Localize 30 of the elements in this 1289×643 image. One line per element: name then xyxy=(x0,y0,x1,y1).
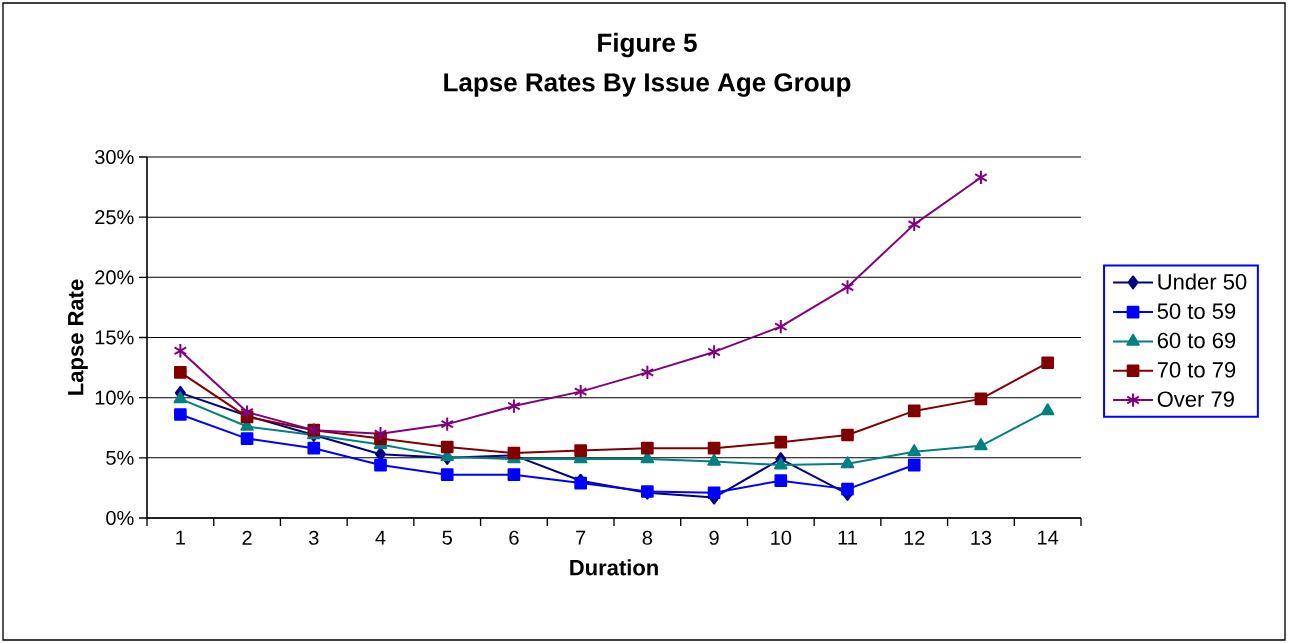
x-tick-label: 5 xyxy=(442,530,452,545)
x-tick-label: 4 xyxy=(375,530,386,545)
x-tick-label: 11 xyxy=(838,530,857,545)
x-tick-label: 2 xyxy=(242,530,252,545)
x-tick-label: 7 xyxy=(576,530,586,545)
x-tick-label: 9 xyxy=(709,530,719,545)
x-tick-label: 1 xyxy=(176,530,185,545)
legend-label: 60 to 69 xyxy=(1157,332,1236,349)
y-axis-title: Lapse Rate xyxy=(68,279,88,395)
y-tick-label: 0% xyxy=(106,510,134,526)
x-tick-label: 10 xyxy=(771,530,792,545)
legend-label: Under 50 xyxy=(1158,273,1247,290)
legend-label: Over 79 xyxy=(1157,391,1234,407)
y-tick-label: 15% xyxy=(95,330,134,345)
y-tick-label: 10% xyxy=(95,390,134,405)
x-tick-label: 8 xyxy=(642,530,653,545)
y-tick-label: 30% xyxy=(95,149,134,165)
x-axis-title: Duration xyxy=(570,559,658,576)
x-tick-label: 12 xyxy=(904,530,925,545)
y-tick-label: 20% xyxy=(95,270,134,285)
x-tick-label: 14 xyxy=(1038,530,1059,545)
x-tick-label: 6 xyxy=(509,530,519,545)
y-tick-label: 25% xyxy=(95,210,134,225)
legend-label: 50 to 59 xyxy=(1157,303,1236,319)
x-tick-label: 3 xyxy=(309,530,319,545)
legend-label: 70 to 79 xyxy=(1157,362,1236,378)
chart-title: Figure 5 xyxy=(598,32,697,58)
y-tick-label: 5% xyxy=(106,450,134,465)
chart-subtitle: Lapse Rates By Issue Age Group xyxy=(444,73,851,97)
x-tick-label: 13 xyxy=(971,530,992,545)
